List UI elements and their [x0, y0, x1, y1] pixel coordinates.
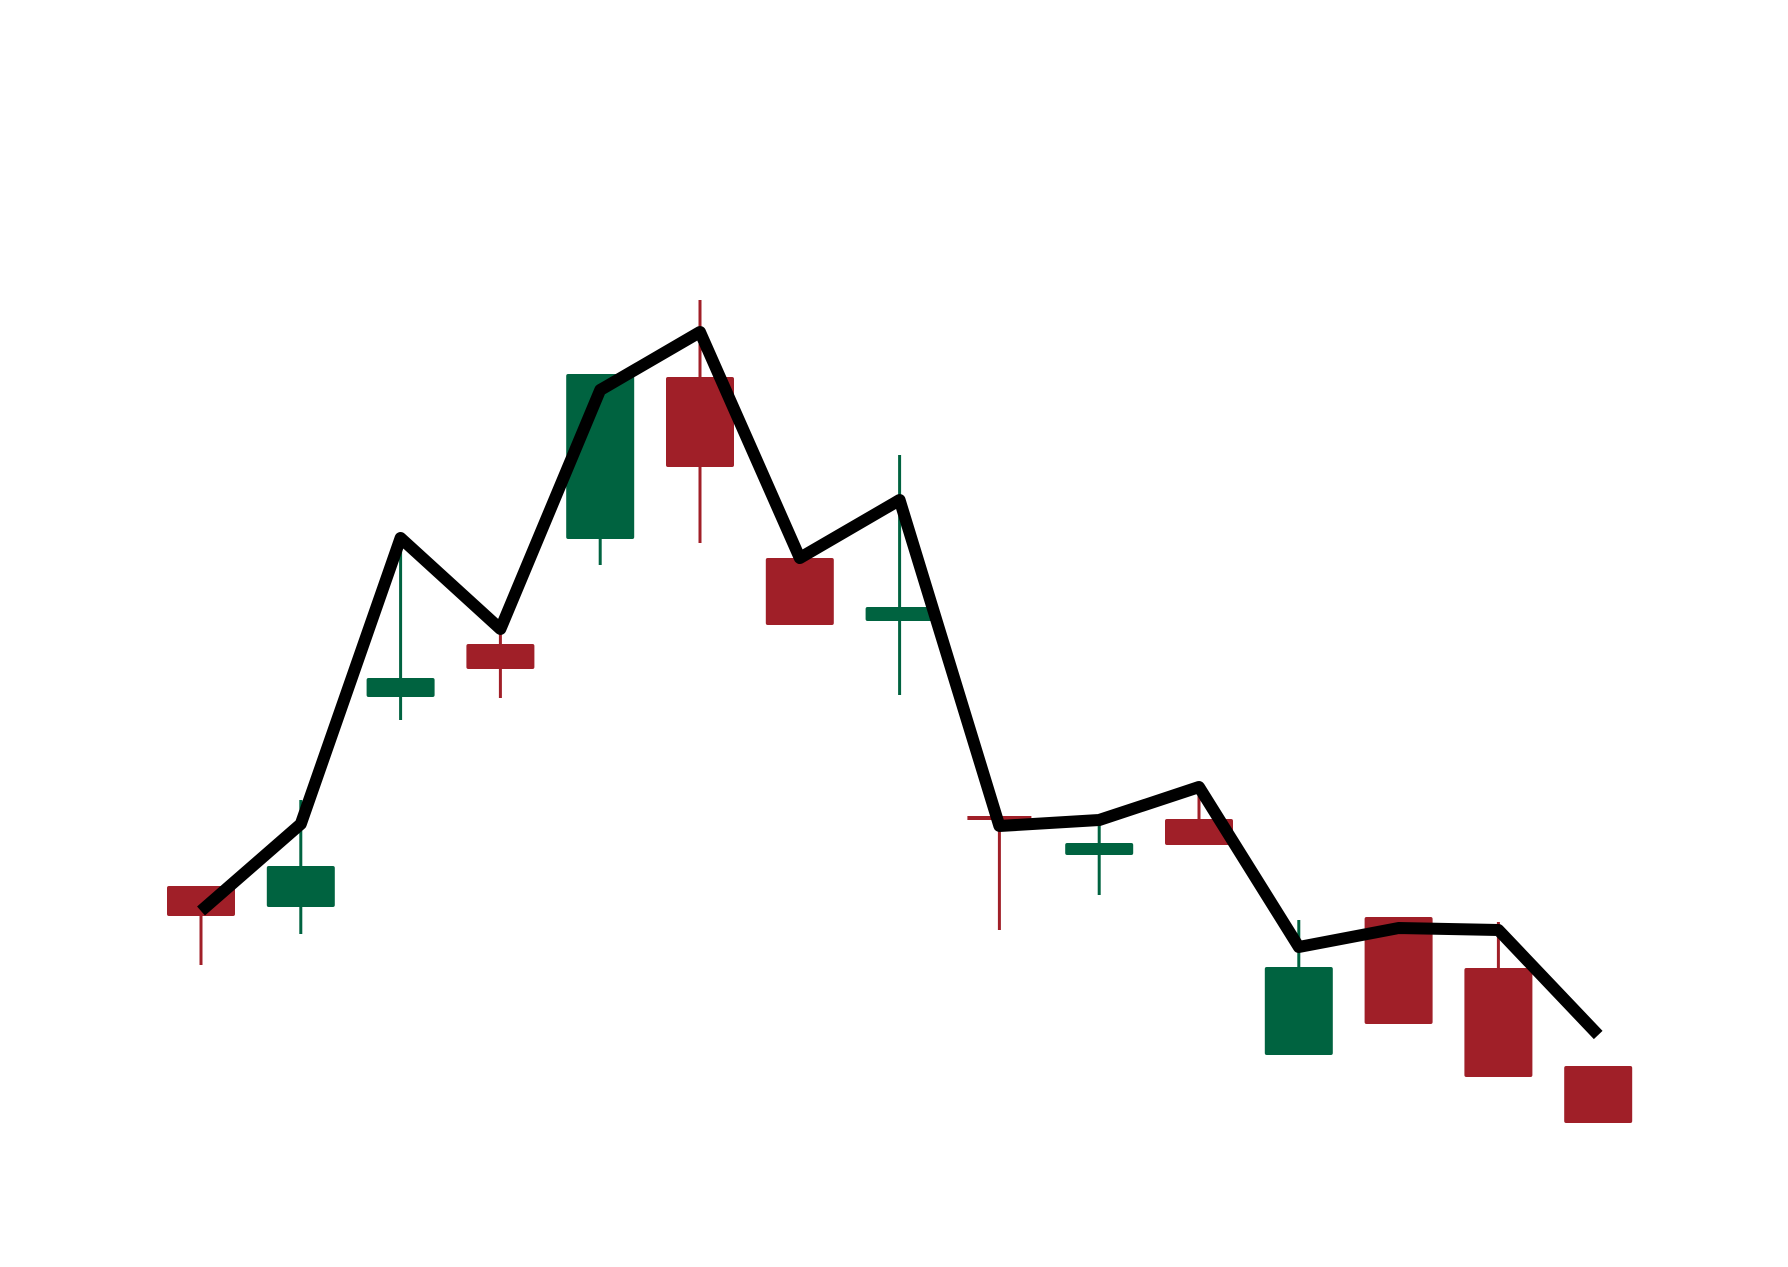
- candle-3: [366, 539, 435, 720]
- candle-13: [1364, 917, 1433, 1024]
- candle-12: [1264, 920, 1333, 1055]
- candle-body: [865, 607, 934, 621]
- candle-body: [765, 558, 834, 625]
- candle-body: [266, 866, 335, 907]
- candle-6: [666, 300, 734, 543]
- candle-body: [466, 644, 535, 669]
- candle-body: [1065, 843, 1134, 855]
- candle-4: [466, 630, 535, 698]
- candle-body: [666, 377, 734, 467]
- candle-15: [1564, 1066, 1633, 1123]
- candles-layer: [167, 300, 1633, 1123]
- line-layer: [197, 326, 1603, 1040]
- candle-body: [366, 678, 435, 697]
- candle-10: [1065, 825, 1134, 895]
- candle-body: [1564, 1066, 1633, 1123]
- candle-body: [1364, 917, 1433, 1024]
- candle-14: [1464, 922, 1533, 1077]
- candle-11: [1165, 795, 1233, 845]
- candle-body: [1464, 968, 1533, 1077]
- candle-body: [1264, 967, 1333, 1055]
- candle-9: [967, 816, 1032, 930]
